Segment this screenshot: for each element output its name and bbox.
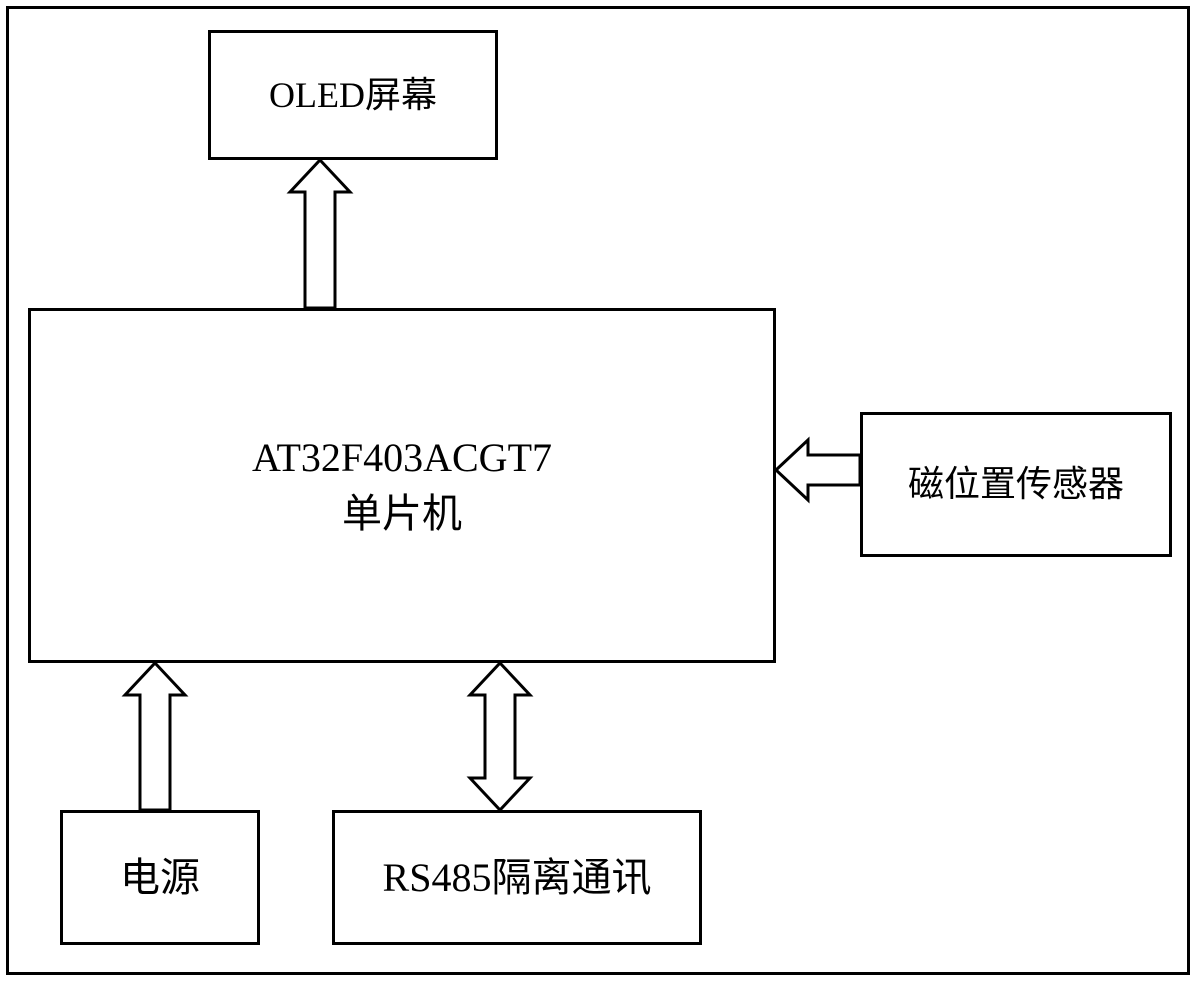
node-sensor-label: 磁位置传感器 xyxy=(908,459,1124,509)
node-oled-label: OLED屏幕 xyxy=(269,70,437,120)
arrow-power-to-mcu xyxy=(125,663,185,810)
node-power-label: 电源 xyxy=(120,850,200,906)
arrow-sensor-to-mcu xyxy=(776,440,860,500)
node-mcu: AT32F403ACGT7 单片机 xyxy=(28,308,776,663)
node-rs485-label: RS485隔离通讯 xyxy=(383,850,652,906)
node-sensor: 磁位置传感器 xyxy=(860,412,1172,557)
arrow-rs485-mcu-bi xyxy=(470,663,530,810)
arrow-mcu-to-oled xyxy=(290,160,350,308)
node-power: 电源 xyxy=(60,810,260,945)
node-mcu-label: AT32F403ACGT7 单片机 xyxy=(252,430,552,542)
node-rs485: RS485隔离通讯 xyxy=(332,810,702,945)
node-oled: OLED屏幕 xyxy=(208,30,498,160)
